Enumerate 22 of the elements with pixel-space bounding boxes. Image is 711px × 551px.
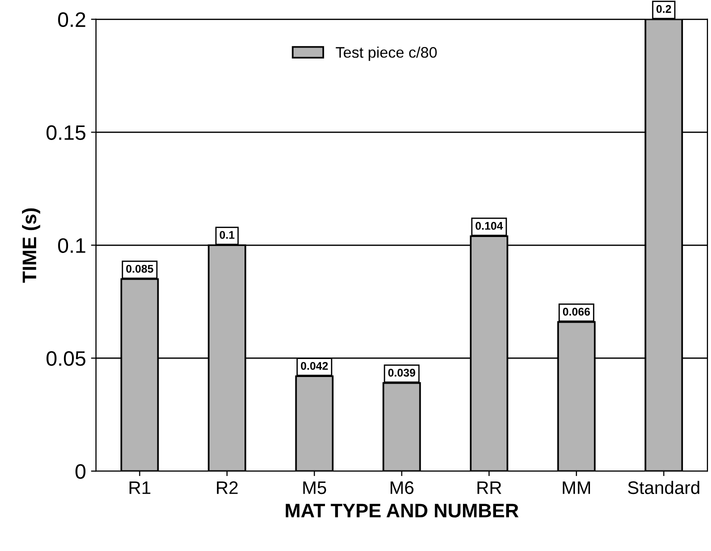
x-tick-label: M5 <box>303 481 326 494</box>
legend-label: Test piece c/80 <box>336 46 437 61</box>
x-tick-label: R2 <box>216 481 238 494</box>
data-label: 0.042 <box>300 362 328 370</box>
x-tick-label: M6 <box>390 481 414 494</box>
y-axis-title: TIME (s) <box>22 208 40 283</box>
y-tick-label: 0.1 <box>58 238 86 253</box>
y-tick-label: 0 <box>75 464 86 479</box>
x-tick-label: MM <box>562 481 590 494</box>
data-label: 0.085 <box>126 264 154 273</box>
data-label: 0.066 <box>562 308 590 316</box>
data-label: 0.1 <box>220 230 234 239</box>
x-axis-title: MAT TYPE AND NUMBER <box>286 504 519 518</box>
x-tick-label: RR <box>478 481 502 494</box>
data-label: 0.2 <box>656 5 672 13</box>
x-tick-label: Standard <box>628 480 700 494</box>
y-tick-label: 0.15 <box>46 125 86 140</box>
data-label: 0.039 <box>388 368 416 377</box>
x-tick-label: R1 <box>130 481 150 494</box>
y-tick-label: 0.2 <box>58 12 86 28</box>
y-tick-label: 0.05 <box>46 351 86 366</box>
data-label: 0.104 <box>476 222 503 230</box>
